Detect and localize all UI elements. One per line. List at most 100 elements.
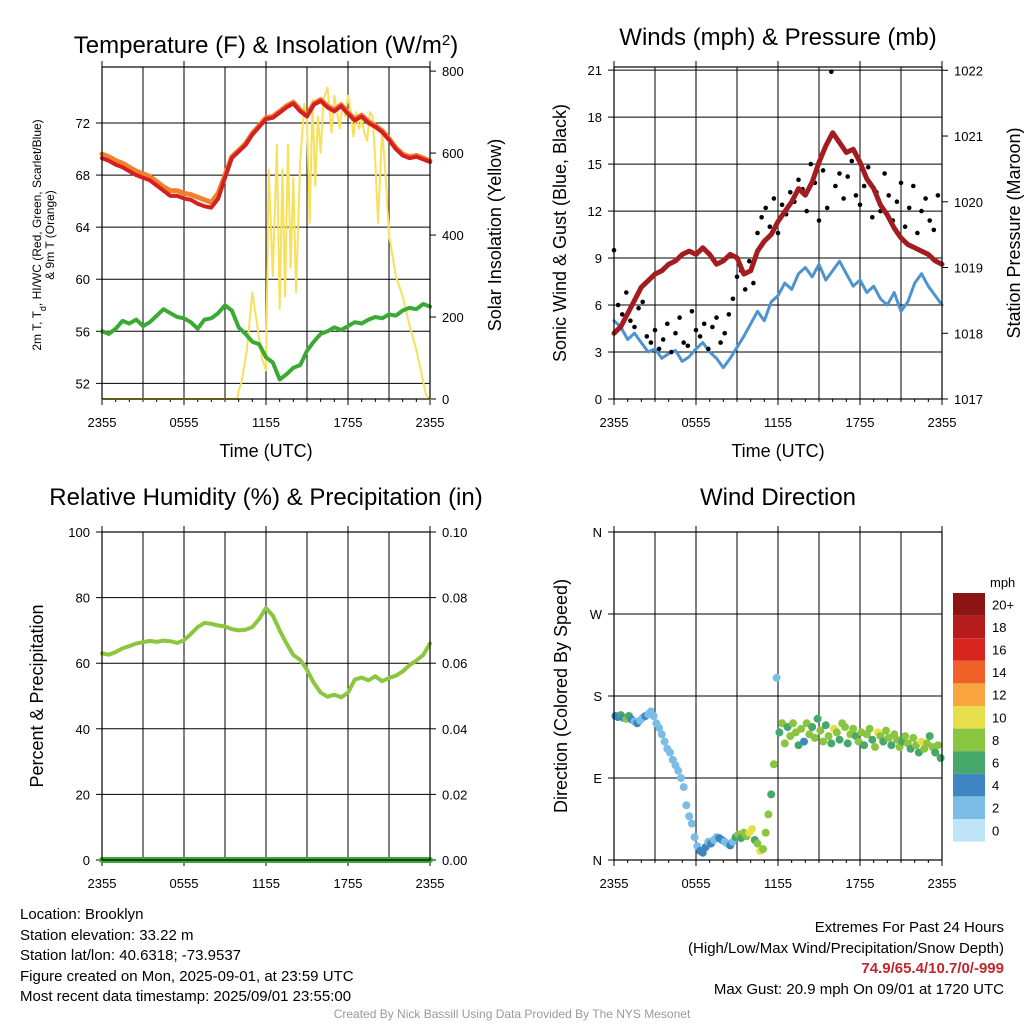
gust-point	[689, 309, 695, 314]
gust-point	[624, 290, 629, 295]
gust-point	[771, 196, 777, 201]
direction-point	[775, 728, 784, 737]
wind-ytick-label: 6	[595, 298, 602, 313]
gust-point	[747, 258, 752, 264]
direction-point	[769, 760, 778, 769]
legend-label: 4	[992, 778, 999, 793]
gust-point	[628, 318, 633, 324]
rh-xtick-label: 1755	[334, 876, 363, 891]
gust-point	[853, 193, 859, 198]
wind-y2tick-label: 1018	[954, 326, 983, 341]
wdir-xtick-label: 1155	[764, 876, 792, 891]
direction-point	[860, 741, 869, 750]
wdir-xtick-label: 1755	[846, 876, 875, 891]
rh-y2tick-label: 0.02	[442, 787, 467, 802]
wdir-ytick-label: N	[593, 853, 602, 868]
gust-point	[755, 230, 760, 236]
direction-point	[682, 801, 691, 810]
temp-y2tick-label: 400	[442, 228, 464, 243]
direction-point	[887, 741, 896, 750]
gust-point	[718, 340, 723, 345]
direction-point	[849, 724, 858, 733]
legend-label: 10	[992, 710, 1006, 725]
gust-point	[911, 183, 916, 189]
gust-point	[902, 224, 908, 229]
rh-ytick-label: 100	[68, 525, 90, 540]
wind-grid: 2355 0555 1155 1755 2355 0 3 6 9 12 15 18 21 1017 1018…	[588, 61, 983, 430]
direction-point	[835, 735, 844, 744]
direction-point	[679, 783, 688, 792]
gust-point	[697, 334, 703, 339]
winds-title: Winds (mph) & Pressure (mb)	[619, 24, 936, 51]
gust-point	[660, 337, 666, 342]
wind-ytick-label: 12	[588, 204, 602, 219]
gust-point	[824, 205, 830, 211]
direction-point	[797, 724, 806, 733]
gust-point	[796, 177, 801, 183]
gust-point	[665, 321, 670, 327]
temp-ytick-label: 72	[76, 116, 90, 131]
direction-point	[748, 825, 756, 833]
temp-plot	[99, 86, 433, 400]
direction-point	[909, 733, 918, 742]
direction-point	[821, 721, 830, 730]
rh-y2tick-label: 0.04	[442, 722, 467, 737]
gust-point	[640, 299, 645, 305]
temperature-panel: Temperature (F) & Insolation (W/m2) Time…	[30, 32, 505, 462]
temp-xtick-label: 2355	[88, 415, 117, 430]
rh-ytick-label: 80	[76, 591, 90, 606]
gust-point	[882, 171, 887, 176]
legend-swatch	[953, 728, 985, 752]
wdir-xtick-label: 0555	[682, 876, 711, 891]
wind-y2tick-label: 1020	[954, 195, 983, 210]
gust-point	[685, 343, 691, 349]
wind-series-pres	[611, 130, 945, 336]
wdir-plot	[611, 673, 945, 857]
direction-point	[808, 723, 817, 731]
temp-y2tick-label: 200	[442, 310, 464, 325]
extremes-subtitle: (High/Low/Max Wind/Precipitation/Snow De…	[688, 939, 1004, 957]
direction-point	[687, 819, 696, 828]
station-elevation: Station elevation: 33.22 m	[20, 926, 194, 944]
gust-point	[886, 193, 891, 198]
gust-point	[808, 161, 814, 167]
temperature-y2label: Solar Insolation (Yellow)	[485, 139, 505, 331]
gust-point	[734, 274, 740, 280]
temp-xtick-label: 0555	[170, 415, 199, 430]
gust-point	[693, 327, 699, 333]
rh-y2tick-label: 0.10	[442, 525, 467, 540]
gust-point	[829, 69, 834, 74]
rh-y2tick-label: 0.06	[442, 656, 467, 671]
direction-point	[841, 723, 849, 731]
gust-point	[636, 305, 641, 311]
gust-point	[652, 327, 658, 333]
legend-label: 18	[992, 620, 1006, 635]
wind-ytick-label: 3	[595, 345, 602, 360]
wdir-plot-border	[613, 531, 943, 861]
recent-timestamp: Most recent data timestamp: 2025/09/01 2…	[20, 988, 352, 1005]
legend-swatch	[953, 660, 985, 684]
temp-series-t2m	[100, 98, 432, 210]
direction-point	[780, 739, 789, 748]
legend-swatch	[953, 638, 985, 661]
winds-ylabel: Sonic Wind & Gust (Blue, Black)	[550, 104, 570, 362]
wdir-ytick-label: N	[593, 525, 602, 540]
gust-point	[632, 324, 637, 330]
rh-plot-border	[101, 531, 431, 861]
rh-ytick-label: 60	[76, 656, 90, 671]
temp-ytick-label: 56	[76, 324, 90, 339]
direction-point	[753, 839, 762, 848]
wdir-xtick-label: 2355	[600, 876, 629, 891]
gust-point	[841, 196, 846, 201]
gust-point	[677, 315, 682, 320]
gust-point	[845, 174, 850, 179]
gust-point	[849, 158, 855, 164]
legend-label: 20+	[992, 597, 1014, 612]
gust-point	[742, 287, 748, 292]
legend-swatch	[953, 751, 985, 774]
gust-point	[833, 183, 838, 189]
temperature-ylabel: 2m T, Td, HI/WC (Red, Green, Scarlet/Blu…	[30, 119, 48, 350]
wind-xtick-label: 1755	[846, 415, 875, 430]
temp-series-sol	[101, 86, 431, 400]
direction-point	[767, 790, 776, 799]
